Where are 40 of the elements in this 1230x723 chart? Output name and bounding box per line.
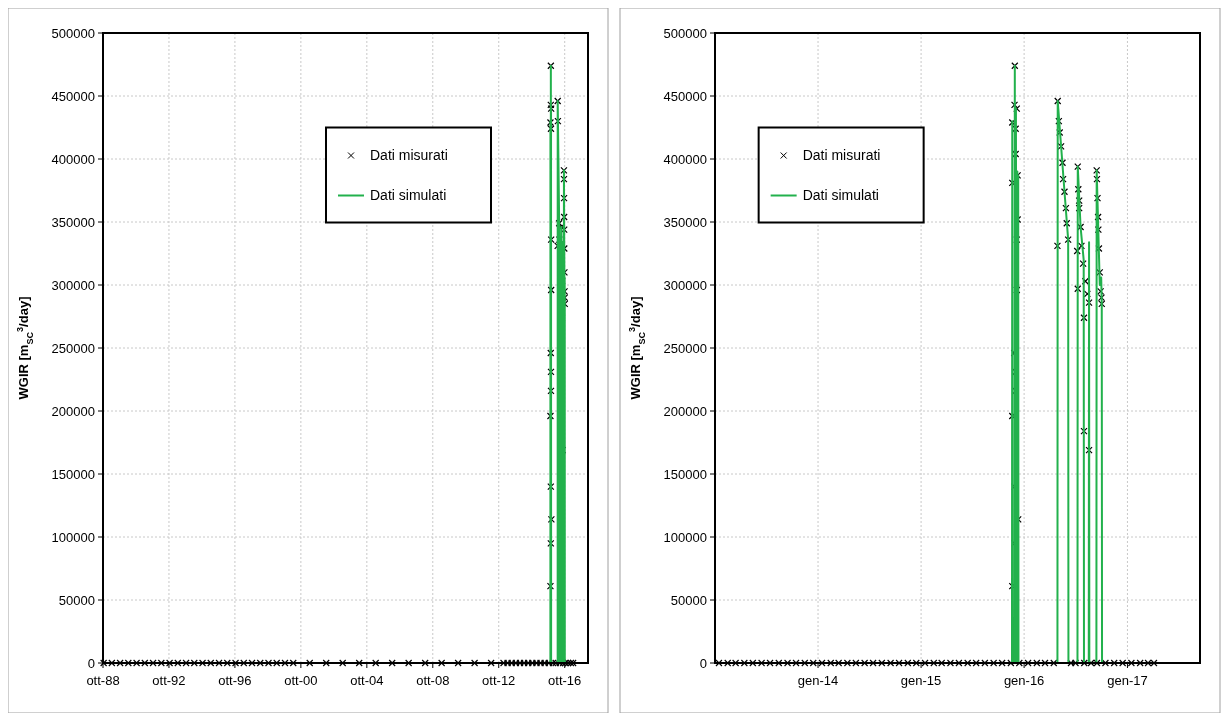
x-tick-label: gen-16	[1003, 673, 1045, 688]
x-tick-label: ott-00	[284, 673, 318, 688]
y-tick-label: 500000	[663, 25, 707, 41]
legend-label: Dati simulati	[802, 187, 879, 204]
x-tick-label: gen-14	[797, 673, 839, 688]
x-tick-label: ott-96	[218, 673, 252, 688]
y-tick-label: 300000	[663, 277, 707, 293]
y-tick-label: 50000	[670, 592, 707, 608]
y-tick-label: 100000	[663, 529, 707, 545]
y-tick-label: 300000	[51, 277, 95, 293]
y-tick-label: 200000	[663, 403, 707, 419]
y-tick-label: 50000	[58, 592, 95, 608]
y-tick-label: 250000	[663, 340, 707, 356]
y-tick-label: 150000	[663, 466, 707, 482]
x-tick-label: ott-88	[86, 673, 120, 688]
y-tick-label: 400000	[51, 151, 95, 167]
y-tick-label: 450000	[51, 88, 95, 104]
y-tick-label: 0	[699, 655, 707, 671]
y-tick-label: 0	[87, 655, 95, 671]
y-tick-label: 200000	[51, 403, 95, 419]
x-tick-label: ott-16	[548, 673, 582, 688]
y-tick-label: 100000	[51, 529, 95, 545]
y-tick-label: 350000	[663, 214, 707, 230]
x-tick-label: ott-12	[482, 673, 516, 688]
legend-label: Dati misurati	[370, 147, 448, 164]
line-series	[549, 64, 566, 664]
x-tick-label: gen-17	[1107, 673, 1148, 688]
y-tick-label: 350000	[51, 214, 95, 230]
y-tick-label: 400000	[663, 151, 707, 167]
y-tick-label: 150000	[51, 466, 95, 482]
x-tick-label: ott-08	[416, 673, 450, 688]
legend-label: Dati simulati	[370, 187, 447, 204]
line-series	[1010, 64, 1104, 664]
legend-label: Dati misurati	[802, 147, 881, 164]
x-tick-label: gen-15	[900, 673, 942, 688]
y-tick-label: 450000	[663, 88, 707, 104]
y-tick-label: 250000	[51, 340, 95, 356]
x-tick-label: ott-92	[152, 673, 186, 688]
y-tick-label: 500000	[51, 25, 95, 41]
x-tick-label: ott-04	[350, 673, 384, 688]
